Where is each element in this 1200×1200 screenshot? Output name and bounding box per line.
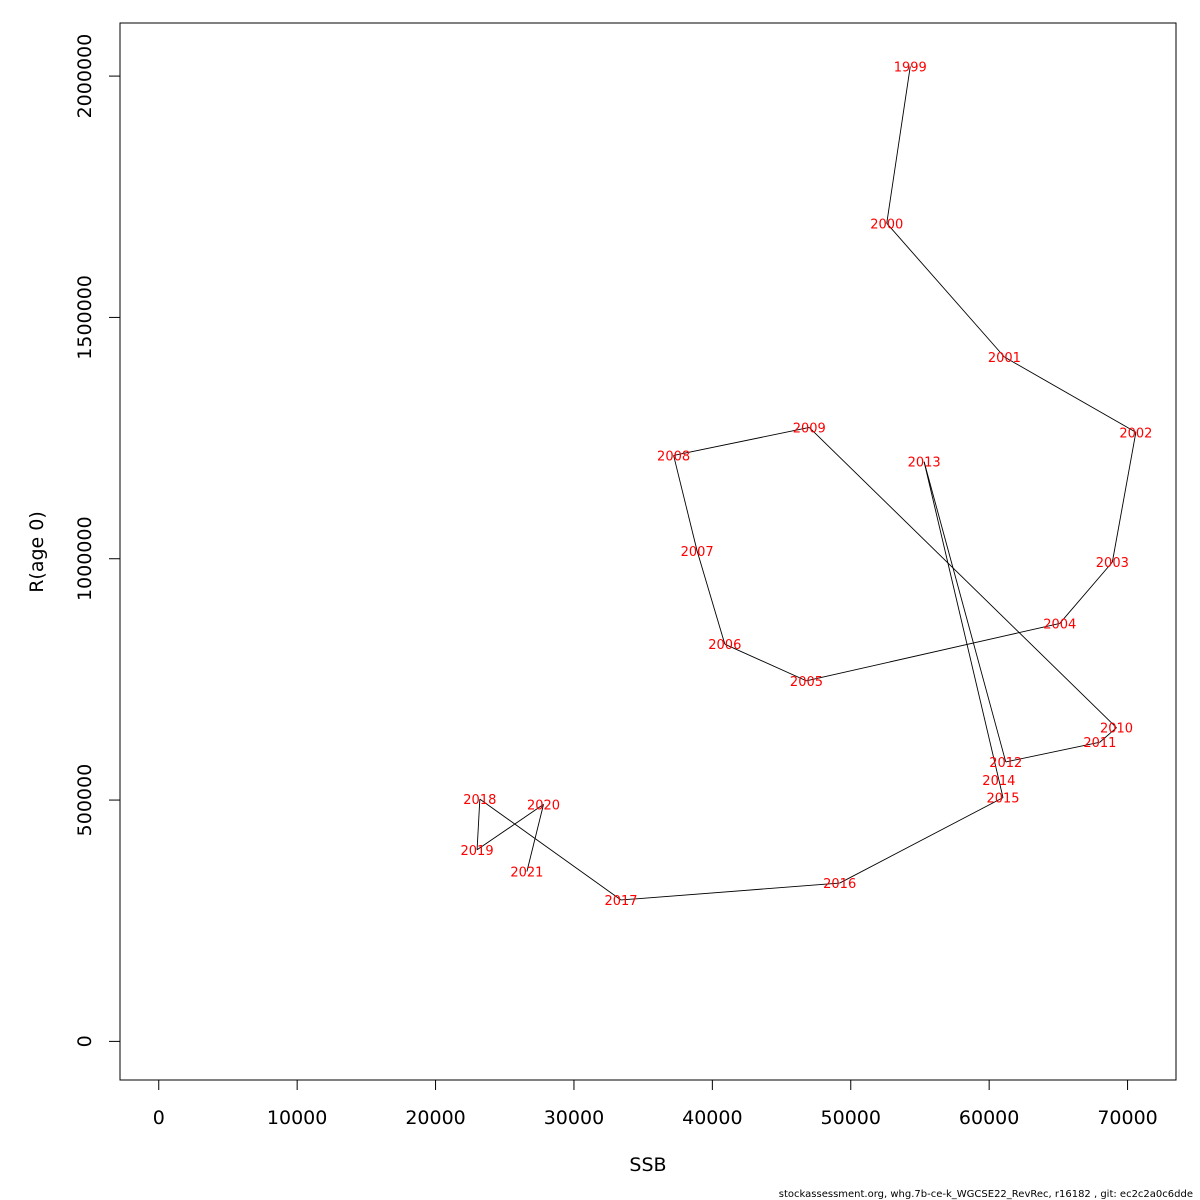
point-label-2003: 2003 [1096,556,1129,571]
trajectory-segment [1099,727,1117,743]
point-label-2013: 2013 [908,456,941,471]
point-label-2018: 2018 [463,793,496,808]
footer-note: stockassessment.org, whg.7b-ce-k_WGCSE22… [779,1189,1193,1200]
point-label-1999: 1999 [894,60,927,75]
trajectory-segment [476,799,481,850]
point-label-2008: 2008 [657,449,690,464]
x-tick-label: 40000 [682,1107,742,1129]
point-label-2009: 2009 [793,421,826,436]
point-label-2000: 2000 [870,217,903,232]
point-label-2004: 2004 [1043,617,1076,632]
trajectory-segment [476,804,544,851]
point-label-2011: 2011 [1083,736,1116,751]
point-label-2010: 2010 [1100,722,1133,737]
y-tick-label: 2000000 [74,34,96,119]
x-tick-label: 30000 [544,1107,604,1129]
trajectory-segment [479,798,622,901]
point-label-2006: 2006 [708,638,741,653]
point-label-2019: 2019 [461,844,494,859]
trajectory-segment [724,643,807,682]
trajectory-segment [526,804,544,872]
point-label-2015: 2015 [986,792,1019,807]
trajectory-segment [620,882,840,901]
trajectory-segment [1005,741,1100,763]
x-tick-label: 0 [153,1107,165,1129]
plot-frame [119,22,1177,1081]
trajectory-segment [696,550,726,645]
x-tick-label: 10000 [267,1107,327,1129]
point-label-2016: 2016 [823,877,856,892]
y-tick-label: 0 [74,1035,96,1047]
trajectory-segment [1059,561,1113,624]
point-label-2012: 2012 [989,756,1022,771]
trajectory-segment [923,461,1007,763]
x-tick-label: 50000 [821,1107,881,1129]
point-label-2020: 2020 [527,798,560,813]
point-label-2001: 2001 [988,351,1021,366]
y-axis-title: R(age 0) [26,511,48,593]
trajectory-segment [886,223,1005,358]
point-label-2014: 2014 [982,774,1015,789]
year-labels: 1999 2000 2001 2002 2003 2004 2005 2006 2007 2008… [461,60,1153,909]
trajectory-segment [808,427,1117,728]
y-tick-label: 500000 [74,764,96,837]
y-tick-label: 1500000 [74,275,96,360]
point-label-2005: 2005 [790,675,823,690]
trajectory-line [476,66,1137,901]
trajectory-segment [806,622,1060,682]
point-label-2017: 2017 [604,894,637,909]
y-tick-label: 1000000 [74,516,96,601]
trajectory-segment [886,66,911,224]
x-tick-label: 70000 [1097,1107,1157,1129]
trajectory-segment [1111,432,1137,563]
x-axis: 0 10000 20000 30000 40000 50000 60000 70000 [153,1079,1158,1129]
trajectory-segment [673,455,698,552]
point-label-2002: 2002 [1119,426,1152,441]
x-tick-label: 20000 [405,1107,465,1129]
trajectory-segment [1004,356,1137,433]
y-axis: 0 500000 1000000 1500000 2000000 [74,34,121,1047]
trajectory-segment [673,427,810,456]
point-label-2021: 2021 [510,865,543,880]
point-label-2007: 2007 [681,545,714,560]
trajectory-segment [923,461,1000,780]
trajectory-segment [839,797,1004,884]
x-axis-title: SSB [629,1154,666,1176]
x-tick-label: 60000 [959,1107,1019,1129]
trajectory-segment [998,779,1004,798]
